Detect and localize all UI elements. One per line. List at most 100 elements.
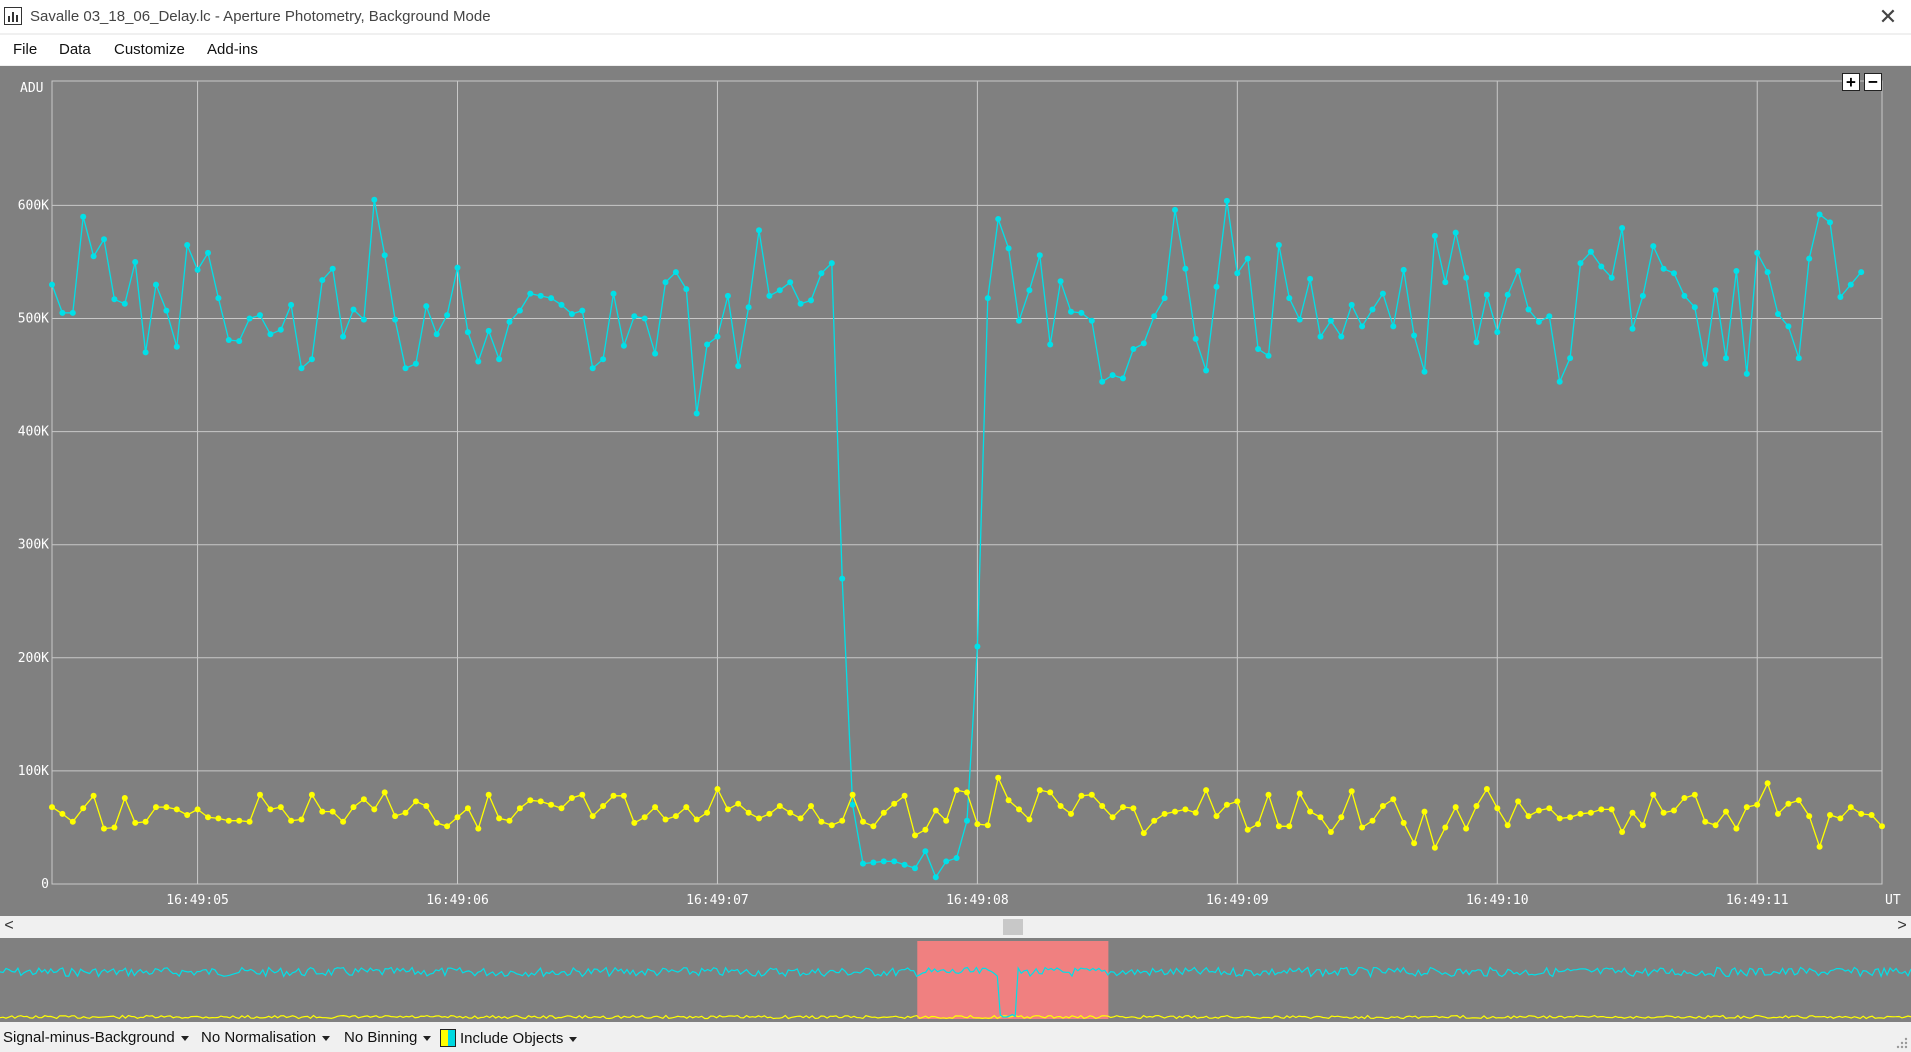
data-point[interactable] [288, 817, 295, 824]
data-point[interactable] [1452, 229, 1459, 236]
data-point[interactable] [1016, 317, 1022, 324]
data-point[interactable] [984, 295, 991, 302]
data-point[interactable] [1026, 816, 1033, 823]
data-point[interactable] [714, 786, 721, 792]
data-point[interactable] [1775, 810, 1781, 817]
data-point[interactable] [1109, 814, 1116, 821]
data-point[interactable] [964, 789, 970, 796]
data-point[interactable] [1411, 840, 1418, 847]
data-point[interactable] [298, 365, 305, 372]
data-point[interactable] [589, 365, 596, 372]
data-point[interactable] [402, 809, 409, 816]
data-point[interactable] [1494, 805, 1501, 812]
data-point[interactable] [1244, 255, 1251, 262]
data-point[interactable] [724, 292, 731, 299]
data-point[interactable] [1182, 806, 1189, 813]
data-point[interactable] [1556, 378, 1563, 385]
data-point[interactable] [693, 816, 700, 823]
overview-selection[interactable] [917, 941, 1109, 1019]
data-point[interactable] [756, 227, 762, 234]
data-point[interactable] [714, 333, 721, 340]
data-point[interactable] [444, 312, 451, 319]
data-point[interactable] [1577, 810, 1584, 817]
data-point[interactable] [340, 333, 347, 340]
signal-mode-dropdown[interactable]: Signal-minus-Background [3, 1029, 189, 1046]
data-point[interactable] [1057, 803, 1064, 809]
data-point[interactable] [454, 264, 461, 271]
data-point[interactable] [631, 819, 638, 826]
data-point[interactable] [329, 265, 336, 272]
data-point[interactable] [1494, 329, 1501, 336]
data-point[interactable] [132, 819, 139, 826]
data-point[interactable] [839, 817, 846, 824]
data-point[interactable] [652, 804, 659, 811]
data-point[interactable] [142, 818, 149, 825]
data-point[interactable] [683, 804, 690, 811]
data-point[interactable] [1504, 822, 1511, 829]
data-point[interactable] [1837, 294, 1844, 300]
data-point[interactable] [984, 822, 991, 829]
data-point[interactable] [1400, 819, 1407, 826]
data-point[interactable] [600, 803, 607, 809]
data-point[interactable] [1587, 809, 1594, 816]
data-point[interactable] [610, 290, 617, 297]
scroll-left-icon[interactable]: < [4, 917, 14, 934]
data-point[interactable] [1702, 360, 1709, 367]
data-point[interactable] [1754, 801, 1761, 808]
data-point[interactable] [1535, 318, 1542, 325]
data-point[interactable] [412, 798, 419, 805]
data-point[interactable] [1847, 804, 1854, 811]
data-point[interactable] [1016, 806, 1022, 813]
data-point[interactable] [90, 253, 97, 260]
data-point[interactable] [1723, 355, 1729, 362]
data-point[interactable] [485, 791, 492, 798]
data-point[interactable] [1047, 341, 1054, 348]
data-point[interactable] [1047, 789, 1054, 796]
data-point[interactable] [267, 806, 274, 813]
data-point[interactable] [1223, 801, 1230, 808]
data-point[interactable] [1452, 804, 1459, 811]
data-point[interactable] [1130, 346, 1137, 352]
data-point[interactable] [308, 791, 315, 798]
data-point[interactable] [860, 818, 866, 825]
data-point[interactable] [1234, 270, 1241, 277]
data-point[interactable] [1639, 822, 1646, 829]
data-point[interactable] [1265, 352, 1272, 359]
data-point[interactable] [516, 805, 523, 812]
data-point[interactable] [787, 279, 794, 286]
data-point[interactable] [620, 792, 627, 799]
data-point[interactable] [1483, 291, 1490, 298]
data-point[interactable] [1764, 780, 1771, 787]
data-point[interactable] [974, 643, 981, 650]
data-point[interactable] [163, 307, 170, 314]
data-point[interactable] [1754, 249, 1761, 256]
data-point[interactable] [1172, 206, 1178, 213]
data-point[interactable] [59, 810, 66, 817]
data-point[interactable] [891, 858, 898, 865]
data-point[interactable] [1504, 291, 1511, 298]
data-point[interactable] [225, 817, 232, 824]
data-point[interactable] [1868, 812, 1875, 818]
menu-file[interactable]: File [13, 41, 38, 58]
data-point[interactable] [1743, 804, 1750, 811]
data-point[interactable] [444, 823, 451, 830]
data-point[interactable] [756, 815, 762, 822]
data-point[interactable] [1837, 815, 1844, 822]
data-point[interactable] [693, 410, 700, 417]
data-point[interactable] [995, 216, 1002, 222]
data-point[interactable] [1775, 311, 1781, 317]
data-point[interactable] [101, 825, 107, 832]
data-point[interactable] [1379, 803, 1386, 809]
data-point[interactable] [1816, 843, 1823, 850]
data-point[interactable] [1036, 252, 1043, 259]
menu-add-ins[interactable]: Add-ins [207, 41, 258, 58]
data-point[interactable] [350, 804, 357, 811]
data-point[interactable] [1806, 255, 1813, 262]
data-point[interactable] [1712, 822, 1719, 829]
data-point[interactable] [433, 819, 440, 826]
data-point[interactable] [683, 286, 690, 293]
data-point[interactable] [745, 304, 752, 311]
data-point[interactable] [371, 806, 378, 813]
data-point[interactable] [506, 318, 513, 325]
data-point[interactable] [1421, 808, 1428, 815]
